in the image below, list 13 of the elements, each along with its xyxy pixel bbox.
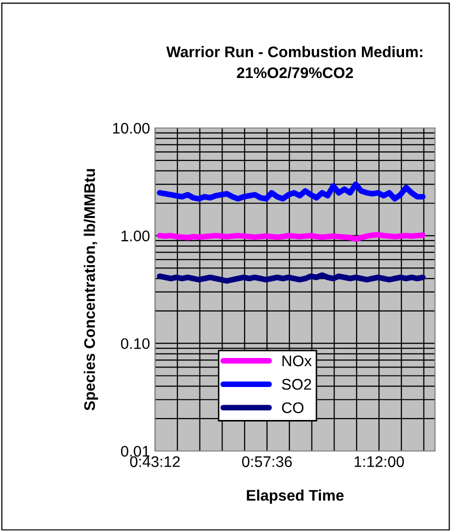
x-tick-label: 0:43:12	[130, 456, 180, 468]
y-tick-label: 10.00	[113, 122, 150, 134]
x-tick-label: 0:57:36	[242, 456, 292, 468]
y-tick-label: 0.10	[121, 338, 150, 350]
legend-label: NOx	[282, 356, 312, 366]
x-tick-label: 1:12:00	[354, 456, 404, 468]
chart-title: Warrior Run - Combustion Medium: 21%O2/79%CO2	[166, 46, 422, 78]
y-axis-title: Species Concentration, lb/MMBtu	[84, 169, 98, 410]
y-tick-label: 1.00	[122, 230, 150, 242]
y-tick-label: 0.01	[121, 446, 150, 457]
x-axis-title: Elapsed Time	[246, 490, 344, 504]
legend-label: SO2	[282, 378, 312, 390]
legend-label: CO	[282, 402, 304, 414]
